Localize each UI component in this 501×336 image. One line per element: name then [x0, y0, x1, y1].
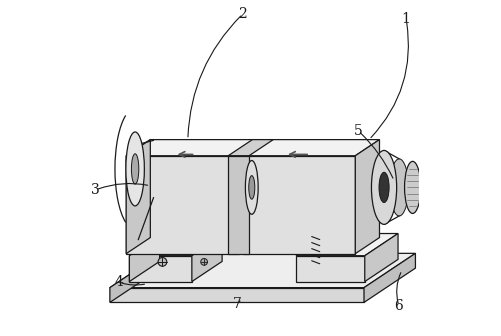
Polygon shape [238, 140, 263, 254]
Text: 7: 7 [232, 297, 241, 311]
Polygon shape [296, 256, 364, 282]
Ellipse shape [245, 161, 258, 214]
Polygon shape [242, 140, 379, 156]
Polygon shape [126, 140, 150, 254]
Text: 1: 1 [401, 12, 410, 27]
Text: 2: 2 [238, 7, 246, 21]
Polygon shape [242, 156, 355, 254]
Polygon shape [363, 253, 415, 302]
Polygon shape [110, 288, 363, 302]
Polygon shape [129, 236, 221, 256]
Polygon shape [355, 140, 379, 254]
Polygon shape [228, 156, 248, 254]
Ellipse shape [404, 161, 420, 213]
Polygon shape [129, 236, 159, 282]
Polygon shape [126, 156, 238, 254]
Ellipse shape [126, 132, 144, 206]
Ellipse shape [389, 159, 408, 216]
Ellipse shape [371, 151, 396, 224]
Ellipse shape [131, 154, 139, 184]
Polygon shape [110, 253, 415, 288]
Polygon shape [126, 140, 263, 156]
Text: 3: 3 [91, 183, 100, 197]
Polygon shape [228, 140, 273, 156]
Polygon shape [110, 253, 161, 302]
Ellipse shape [378, 172, 388, 203]
Circle shape [200, 258, 207, 265]
Polygon shape [364, 234, 397, 282]
Text: 5: 5 [353, 124, 362, 138]
Circle shape [158, 257, 166, 266]
Ellipse shape [248, 176, 255, 199]
Text: 6: 6 [394, 299, 402, 313]
Text: 4: 4 [115, 275, 123, 289]
Polygon shape [129, 256, 191, 282]
Polygon shape [296, 234, 397, 256]
Polygon shape [191, 236, 221, 282]
